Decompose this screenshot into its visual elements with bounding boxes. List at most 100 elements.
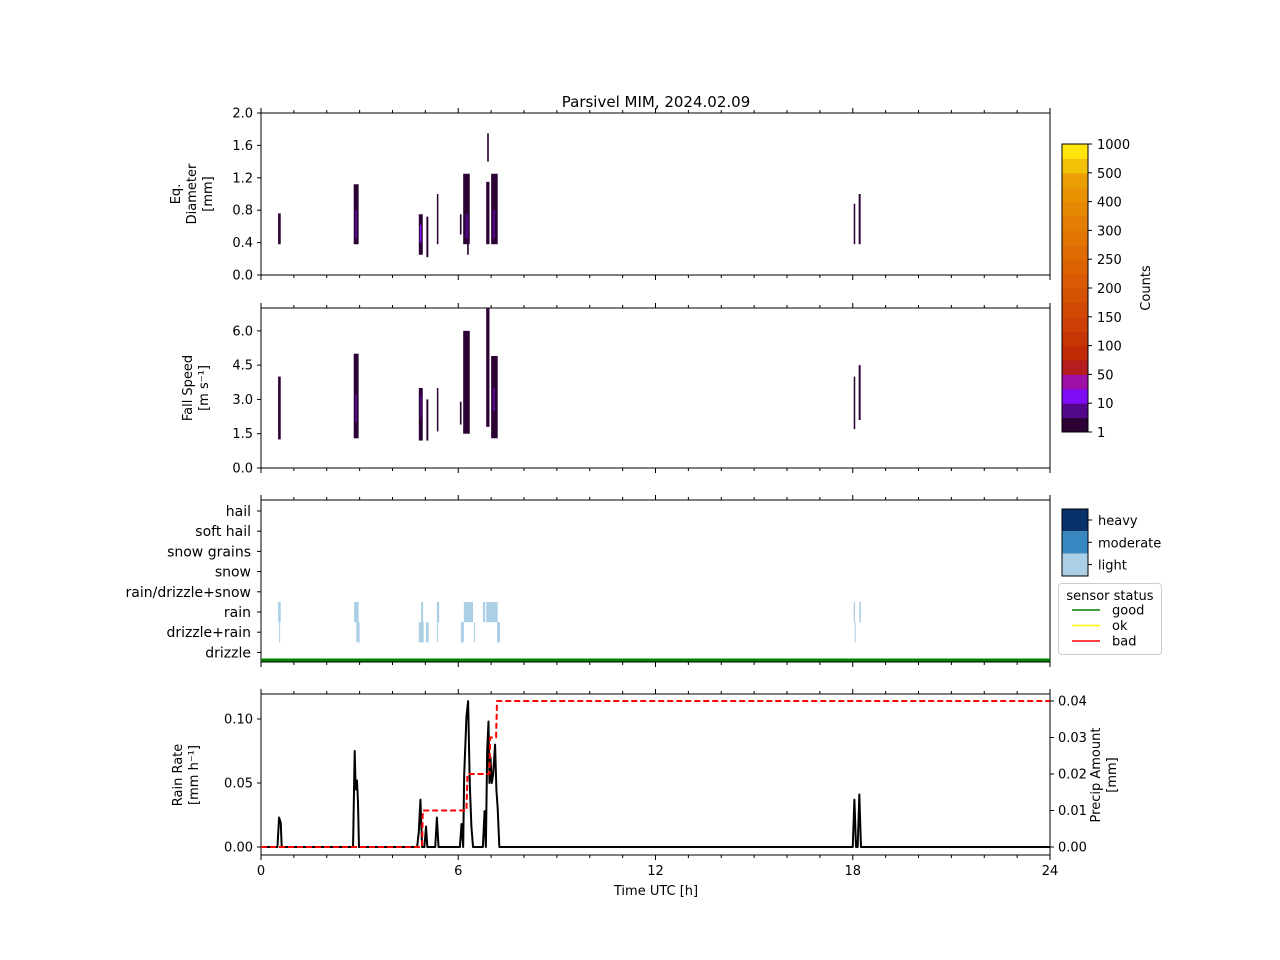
category-label: soft hail [195, 524, 251, 540]
intensity-swatch [1062, 509, 1088, 532]
axes-frame [260, 693, 1051, 856]
spectrum-cell [278, 376, 281, 440]
sensor-status-legend-box [1058, 583, 1162, 655]
y-tick-label: 0.0 [232, 269, 253, 284]
axes-frame [260, 499, 1051, 663]
colorbar-band [1062, 417, 1088, 433]
x-tick-label: 6 [454, 864, 462, 879]
colorbar-band [1062, 201, 1088, 217]
colorbar-tick-label: 300 [1097, 224, 1122, 239]
precip-type-cell [421, 602, 424, 623]
precip-type-cell [482, 602, 486, 623]
colorbar-tick-label: 1 [1097, 426, 1105, 441]
y-tick-label: 0.0 [232, 462, 253, 477]
spectrum-cell [355, 210, 357, 239]
spectrum-cell [853, 376, 856, 430]
x-tick-label: 12 [647, 864, 664, 879]
axes-frame [260, 307, 1051, 469]
precip-type-cell [278, 602, 281, 623]
precip-type-cell [474, 622, 476, 643]
colorbar-tick-label: 400 [1097, 196, 1122, 211]
precip-type-cell [356, 622, 360, 643]
precip-type-cell [426, 622, 429, 643]
x-axis-label: Time UTC [h] [613, 884, 698, 899]
category-label: drizzle [205, 645, 251, 661]
colorbar-band [1062, 331, 1088, 347]
y-tick-label: 0.00 [224, 841, 253, 856]
spectrum-cell [436, 388, 439, 432]
colorbar-band [1062, 374, 1088, 390]
precip-type-cell [418, 622, 424, 643]
spectrum-cell [426, 399, 429, 441]
precip-type-cell [853, 602, 856, 623]
colorbar-band [1062, 187, 1088, 203]
colorbar-band [1062, 273, 1088, 289]
spectrum-cell [436, 194, 439, 245]
colorbar-band [1062, 144, 1088, 159]
spectrum-cell [459, 214, 462, 235]
x-tick-label: 24 [1042, 864, 1059, 879]
y-tick-label: 4.5 [232, 359, 253, 374]
y2-tick-label: 0.00 [1058, 841, 1087, 856]
colorbar-band [1062, 172, 1088, 188]
spectrum-cell [463, 330, 470, 434]
colorbar-tick-label: 1000 [1097, 138, 1130, 153]
precip-type-cell [859, 602, 861, 623]
colorbar-tick-label: 50 [1097, 368, 1114, 383]
precip-type-cell [497, 622, 501, 643]
y-tick-label: 0.8 [232, 204, 253, 219]
precip-type-cell [460, 622, 464, 643]
colorbar-band [1062, 158, 1088, 174]
y-axis-label: Fall Speed[m s⁻¹] [181, 355, 212, 421]
axes-frame [260, 112, 1051, 276]
x-tick-label: 18 [844, 864, 861, 879]
spectrum-cell [459, 401, 462, 425]
intensity-label: heavy [1098, 514, 1138, 529]
spectrum-cell [419, 224, 422, 243]
precip-type-cell [436, 602, 440, 623]
category-label: drizzle+rain [166, 625, 251, 641]
spectrum-cell [492, 210, 496, 239]
spectrum-cell [486, 181, 490, 245]
precip-type-panel: hail soft hail snow grains snow rain/drizzle… [126, 495, 1051, 667]
precip-type-cell [486, 602, 498, 623]
counts-colorbar: 1 10 50 100 150 200 250 300 400 500 1000 Counts [1061, 138, 1154, 441]
spectrum-cell [486, 308, 490, 427]
x-tick-label: 0 [257, 864, 265, 879]
intensity-label: moderate [1098, 536, 1161, 551]
precip-type-cell [279, 622, 281, 643]
colorbar-band [1062, 244, 1088, 260]
sensor-status-legend-title: sensor status [1066, 589, 1153, 604]
y-tick-label: 3.0 [232, 393, 253, 408]
sensor-status-label: bad [1112, 635, 1136, 650]
colorbar-tick-label: 150 [1097, 311, 1122, 326]
rain-rate-line [261, 700, 1050, 848]
spectrum-cell [492, 388, 496, 411]
colorbar-tick-label: 200 [1097, 282, 1122, 297]
colorbar-tick-label: 250 [1097, 253, 1122, 268]
spectrum-cell [858, 365, 861, 420]
y-tick-label: 6.0 [232, 324, 253, 339]
spectrum-cell [355, 394, 357, 423]
precip-amount-line [261, 700, 1050, 848]
chart-title: Parsivel MIM, 2024.02.09 [562, 93, 750, 111]
y2-axis-label: Precip Amount[mm] [1089, 728, 1120, 823]
colorbar-band [1062, 345, 1088, 361]
colorbar-band [1062, 216, 1088, 231]
y-tick-label: 1.2 [232, 171, 253, 186]
category-label: snow [215, 565, 251, 581]
y-tick-label: 0.05 [224, 777, 253, 792]
colorbar-band [1062, 288, 1088, 303]
y-axis-label: Rain Rate[mm h⁻¹] [171, 744, 202, 807]
spectrum-cell [426, 216, 429, 258]
rain-rate-panel: 0 6 12 18 24 0.00 0.05 0.10 0.00 0.01 0.02 0.03 0.04… [171, 689, 1120, 899]
category-label: rain/drizzle+snow [126, 585, 251, 601]
spectrum-cell [463, 173, 470, 245]
y2-tick-label: 0.04 [1058, 695, 1087, 710]
precip-type-cell [854, 622, 856, 643]
y-tick-label: 2.0 [232, 107, 253, 122]
colorbar-tick-label: 500 [1097, 167, 1122, 182]
category-label: hail [226, 504, 251, 520]
y-tick-label: 1.6 [232, 139, 253, 154]
